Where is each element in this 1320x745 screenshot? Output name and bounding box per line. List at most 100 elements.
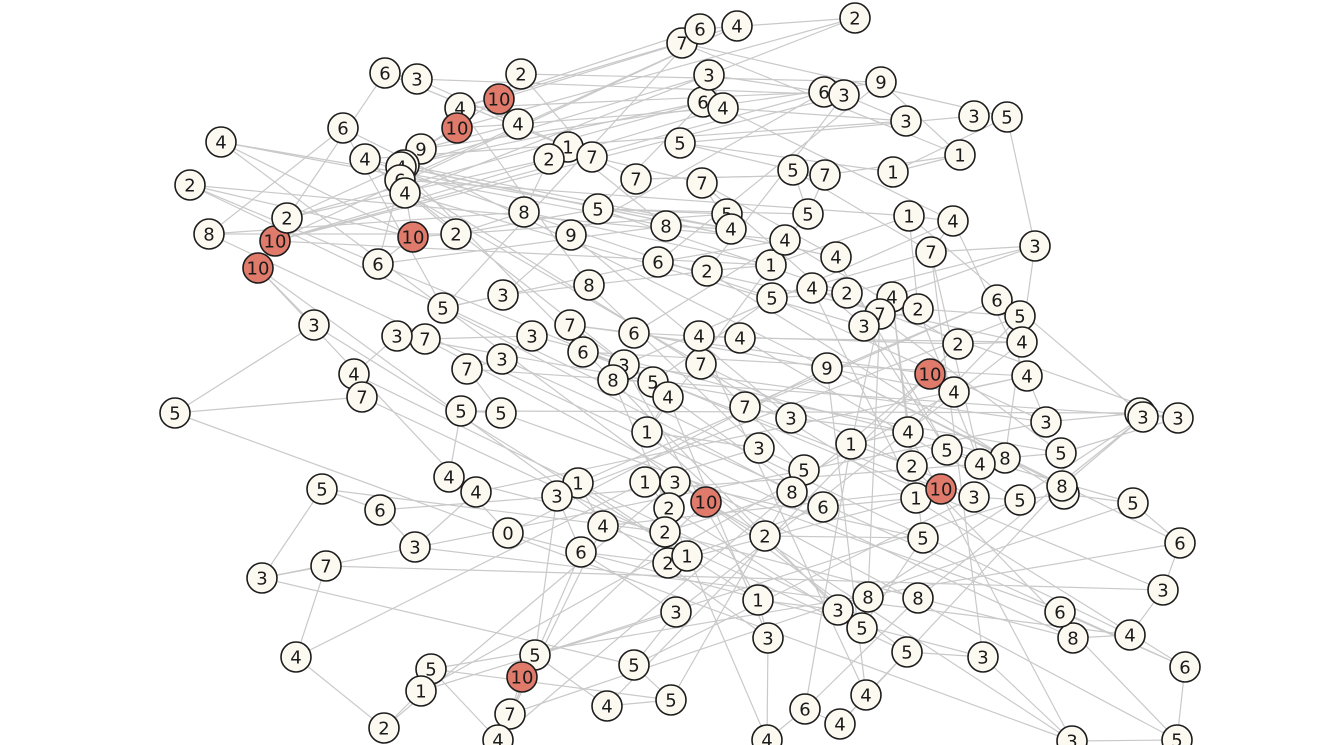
graph-node: 7 <box>620 163 652 195</box>
graph-edge <box>804 597 919 710</box>
graph-node: 3 <box>381 320 413 352</box>
node-circle <box>724 322 756 354</box>
graph-node: 6 <box>362 248 394 280</box>
node-label: 2 <box>759 527 770 548</box>
node-circle <box>1057 622 1089 654</box>
node-circle <box>597 364 629 396</box>
node-circle <box>809 159 841 191</box>
node-circle <box>671 540 703 572</box>
graph-node: 4 <box>280 641 312 673</box>
node-circle <box>944 139 976 171</box>
highlighted-node-circle <box>690 486 722 518</box>
graph-node: 5 <box>777 154 809 186</box>
node-circle <box>554 309 586 341</box>
node-label: 5 <box>941 441 952 462</box>
graph-node: 1 <box>893 200 925 232</box>
node-circle <box>485 397 517 429</box>
node-label: 5 <box>901 643 912 664</box>
graph-node: 7 <box>685 348 717 380</box>
node-label: 1 <box>562 138 573 159</box>
node-label: 2 <box>906 457 917 478</box>
graph-edge <box>208 211 525 235</box>
node-label: 3 <box>409 538 420 559</box>
node-label: 2 <box>841 284 852 305</box>
node-label: 4 <box>947 212 958 233</box>
node-label: 6 <box>694 20 705 41</box>
graph-node: 6 <box>565 536 597 568</box>
node-label: 5 <box>856 619 867 640</box>
graph-node: 4 <box>683 320 715 352</box>
node-label: 3 <box>256 569 267 590</box>
graph-edge <box>570 234 792 419</box>
node-circle <box>777 154 809 186</box>
node-label: 1 <box>845 435 856 456</box>
graph-edge <box>257 267 769 639</box>
graph-node: 5 <box>1004 484 1036 516</box>
node-label: 1 <box>910 489 921 510</box>
node-label: 2 <box>701 262 712 283</box>
graph-edge <box>261 488 323 579</box>
node-label: 1 <box>639 473 650 494</box>
node-label: 9 <box>415 140 426 161</box>
node-circle <box>752 622 784 654</box>
node-label: 3 <box>618 356 629 377</box>
graph-node: 5 <box>306 473 338 505</box>
node-circle <box>683 320 715 352</box>
graph-edge <box>466 368 1179 419</box>
node-circle <box>729 391 761 423</box>
node-circle <box>159 397 191 429</box>
node-circle <box>1004 484 1036 516</box>
graph-edge <box>744 299 998 408</box>
node-circle <box>991 101 1023 133</box>
graph-node: 7 <box>809 159 841 191</box>
node-circle <box>591 690 623 722</box>
graph-edge <box>770 215 910 266</box>
graph-node: 3 <box>659 466 691 498</box>
node-label: 6 <box>372 255 383 276</box>
node-label: 5 <box>1127 494 1138 515</box>
node-circle <box>691 255 723 287</box>
graph-edge <box>679 142 794 171</box>
node-circle <box>1169 651 1201 683</box>
graph-node: 3 <box>1056 725 1088 745</box>
graph-node: 5 <box>664 127 696 159</box>
node-label: 5 <box>529 646 540 667</box>
highlighted-node-circle <box>914 358 946 390</box>
node-label: 6 <box>817 498 828 519</box>
node-label: 4 <box>348 365 359 386</box>
graph-node: 4 <box>482 724 514 745</box>
node-circle <box>664 127 696 159</box>
node-label: 4 <box>734 329 745 350</box>
node-label: 5 <box>1171 731 1182 745</box>
graph-node: 2 <box>533 143 565 175</box>
node-label: 2 <box>663 499 674 520</box>
graph-node: 3 <box>487 279 519 311</box>
node-label: 10 <box>488 90 511 111</box>
graph-node: 10 <box>690 486 722 518</box>
node-circle <box>828 79 860 111</box>
graph-node: 3 <box>1030 406 1062 438</box>
graph-edge <box>377 225 667 265</box>
node-circle <box>942 328 974 360</box>
node-circle <box>1044 596 1076 628</box>
node-label: 5 <box>674 134 685 155</box>
graph-node: 1 <box>835 428 867 460</box>
graph-node: 10 <box>397 221 429 253</box>
graph-edge <box>274 240 772 266</box>
node-label: 6 <box>1174 534 1185 555</box>
node-label: 5 <box>1001 108 1012 129</box>
graph-node: 4 <box>820 241 852 273</box>
node-circle <box>893 200 925 232</box>
node-label: 2 <box>912 300 923 321</box>
node-label: 7 <box>419 330 430 351</box>
graph-edge <box>208 127 344 235</box>
node-circle <box>555 219 587 251</box>
node-label: 3 <box>703 66 714 87</box>
node-circle <box>567 336 599 368</box>
node-label: 6 <box>374 501 385 522</box>
graph-node: 5 <box>931 434 963 466</box>
node-circle <box>271 202 303 234</box>
graph-node: 7 <box>451 353 483 385</box>
graph-node: 8 <box>1057 622 1089 654</box>
node-circle <box>427 292 459 324</box>
